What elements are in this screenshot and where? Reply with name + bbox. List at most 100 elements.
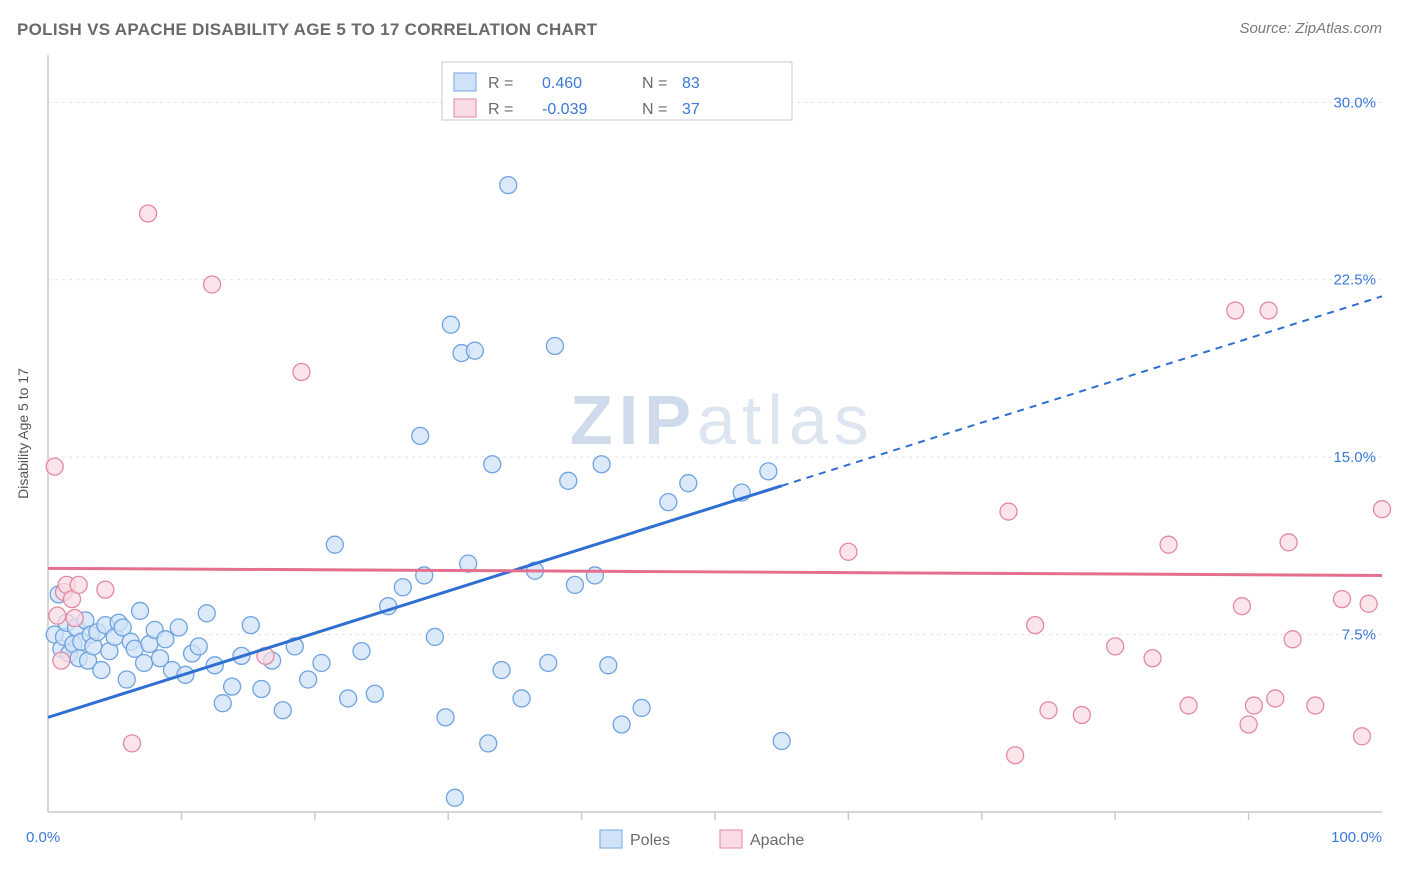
data-point	[1107, 638, 1124, 655]
data-point	[1040, 702, 1057, 719]
data-point	[1307, 697, 1324, 714]
data-point	[1073, 707, 1090, 724]
data-point	[773, 733, 790, 750]
data-point	[49, 607, 66, 624]
y-tick-label: 15.0%	[1333, 449, 1376, 466]
data-point	[1160, 536, 1177, 553]
legend-swatch	[454, 99, 476, 117]
correlation-chart: 0.0% 100.0% 7.5% 15.0% 22.5% 30.0% Disability …	[0, 0, 1406, 892]
data-point	[613, 716, 630, 733]
y-tick-label: 22.5%	[1333, 272, 1376, 289]
data-point	[136, 654, 153, 671]
legend-swatch	[720, 830, 742, 848]
data-point	[353, 643, 370, 660]
data-point	[480, 735, 497, 752]
y-axis-label: Disability Age 5 to 17	[15, 368, 31, 499]
legend-n-label: N =	[642, 101, 667, 118]
y-tick-label: 7.5%	[1342, 627, 1376, 644]
legend-label: Apache	[750, 832, 804, 849]
data-point	[540, 654, 557, 671]
data-point	[426, 628, 443, 645]
data-point	[680, 475, 697, 492]
data-point	[546, 337, 563, 354]
legend-r-label: R =	[488, 101, 513, 118]
data-point	[313, 654, 330, 671]
data-point	[493, 662, 510, 679]
data-point	[1180, 697, 1197, 714]
data-point	[760, 463, 777, 480]
data-point	[560, 472, 577, 489]
legend-n-value: 83	[682, 75, 700, 92]
data-point	[274, 702, 291, 719]
data-point	[1245, 697, 1262, 714]
legend-r-value: 0.460	[542, 75, 582, 92]
trend-line	[48, 486, 782, 718]
x-tick-label: 100.0%	[1331, 829, 1382, 846]
data-point	[1027, 617, 1044, 634]
data-point	[190, 638, 207, 655]
data-point	[326, 536, 343, 553]
data-point	[253, 680, 270, 697]
data-point	[840, 543, 857, 560]
data-point	[600, 657, 617, 674]
data-point	[300, 671, 317, 688]
data-point	[566, 576, 583, 593]
data-point	[1333, 591, 1350, 608]
legend-r-label: R =	[488, 75, 513, 92]
data-point	[1360, 595, 1377, 612]
data-point	[157, 631, 174, 648]
legend-n-label: N =	[642, 75, 667, 92]
data-point	[484, 456, 501, 473]
data-point	[140, 205, 157, 222]
data-point	[1000, 503, 1017, 520]
data-point	[340, 690, 357, 707]
data-point	[70, 576, 87, 593]
data-point	[204, 276, 221, 293]
data-point	[660, 494, 677, 511]
data-point	[366, 685, 383, 702]
data-point	[46, 458, 63, 475]
legend-n-value: 37	[682, 101, 700, 118]
legend-r-value: -0.039	[542, 101, 587, 118]
data-point	[132, 602, 149, 619]
data-point	[118, 671, 135, 688]
data-point	[442, 316, 459, 333]
data-point	[593, 456, 610, 473]
data-point	[446, 789, 463, 806]
data-point	[513, 690, 530, 707]
data-point	[124, 735, 141, 752]
data-point	[1353, 728, 1370, 745]
data-point	[1267, 690, 1284, 707]
x-tick-label: 0.0%	[26, 829, 60, 846]
data-point	[93, 662, 110, 679]
data-point	[1260, 302, 1277, 319]
data-point	[97, 581, 114, 598]
data-point	[1374, 501, 1391, 518]
data-point	[224, 678, 241, 695]
data-point	[242, 617, 259, 634]
data-point	[1280, 534, 1297, 551]
data-point	[466, 342, 483, 359]
legend-label: Poles	[630, 832, 670, 849]
data-point	[293, 363, 310, 380]
data-point	[437, 709, 454, 726]
data-point	[1227, 302, 1244, 319]
trend-line	[48, 568, 1382, 575]
legend-swatch	[454, 73, 476, 91]
data-point	[198, 605, 215, 622]
trend-line-dashed	[782, 296, 1382, 485]
data-point	[1007, 747, 1024, 764]
data-point	[1233, 598, 1250, 615]
data-point	[170, 619, 187, 636]
data-point	[633, 699, 650, 716]
data-point	[500, 177, 517, 194]
data-point	[214, 695, 231, 712]
data-point	[412, 427, 429, 444]
y-tick-label: 30.0%	[1333, 94, 1376, 111]
data-point	[66, 610, 83, 627]
data-point	[1240, 716, 1257, 733]
data-point	[53, 652, 70, 669]
data-point	[586, 567, 603, 584]
data-point	[394, 579, 411, 596]
data-point	[1284, 631, 1301, 648]
